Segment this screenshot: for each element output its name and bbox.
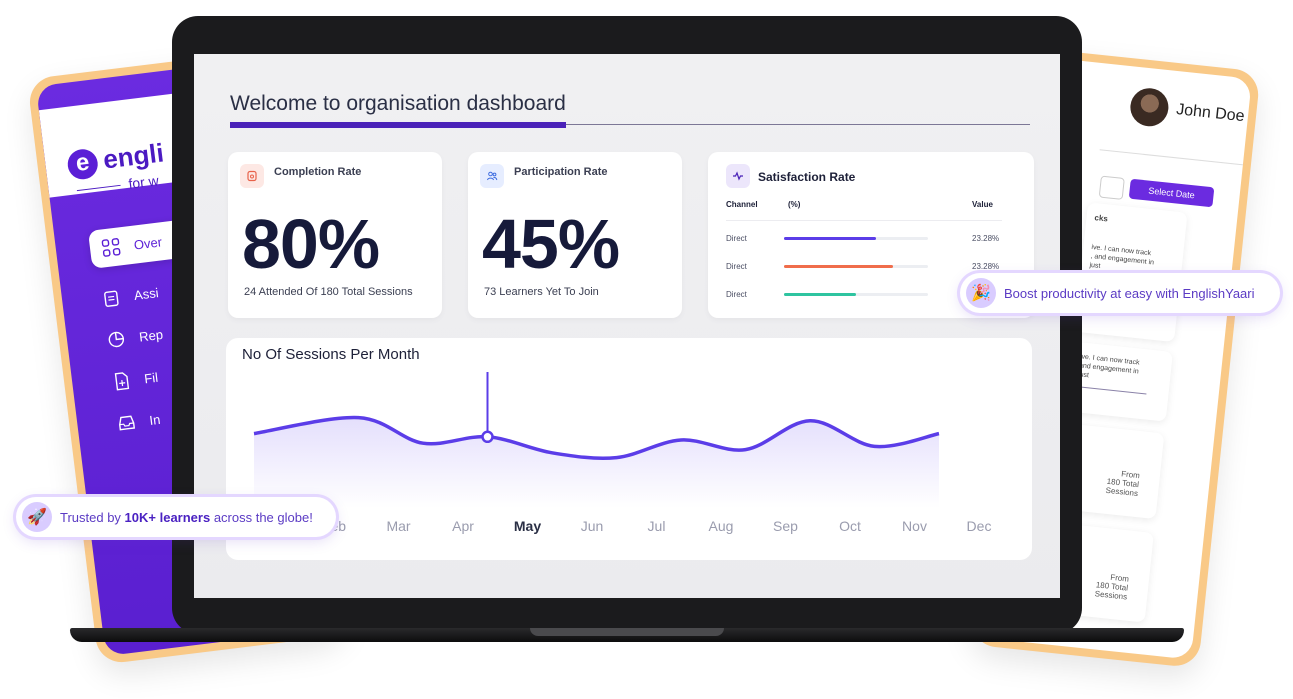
laptop-notch bbox=[530, 628, 724, 636]
sidebar-item-inbox[interactable]: In bbox=[115, 381, 318, 443]
x-axis-label-mar: Mar bbox=[386, 518, 411, 534]
clipboard-icon bbox=[104, 290, 119, 307]
sidebar-item-label: Fil bbox=[143, 369, 159, 386]
card-title: Completion Rate bbox=[274, 166, 362, 178]
file-plus-icon bbox=[114, 372, 130, 391]
badge-suffix: across the globe! bbox=[210, 509, 313, 525]
sidebar-item-label: Rep bbox=[138, 326, 164, 345]
sessions-line-chart[interactable] bbox=[226, 338, 1032, 560]
pie-chart-icon bbox=[108, 331, 125, 348]
logo-divider bbox=[76, 184, 121, 192]
x-axis-label-oct: Oct bbox=[839, 518, 861, 534]
sidebar-item-overview[interactable]: Over bbox=[87, 205, 303, 269]
from-sessions-text: From 180 Total Sessions bbox=[1105, 469, 1141, 499]
grid-icon bbox=[101, 238, 121, 257]
sidebar-item-files[interactable]: Fil bbox=[110, 339, 313, 401]
badge-text: Boost productivity at easy with EnglishY… bbox=[1004, 285, 1255, 301]
logo-subtext: for w bbox=[127, 172, 160, 192]
participation-subtext: 73 Learners Yet To Join bbox=[484, 286, 599, 298]
column-header-value: Value bbox=[972, 200, 993, 209]
row-channel: Direct bbox=[726, 262, 747, 271]
row-channel: Direct bbox=[726, 290, 747, 299]
feedback-text: ive. I can now track , and engagement in… bbox=[1089, 243, 1155, 270]
sidebar-item-label: Over bbox=[132, 233, 163, 253]
x-axis-label-dec: Dec bbox=[966, 518, 992, 534]
sidebar-item-reports[interactable]: Rep bbox=[105, 297, 308, 359]
badge-prefix: Trusted by bbox=[60, 509, 125, 525]
sidebar-item-assignments[interactable]: Assi bbox=[100, 256, 303, 318]
username: John Doe bbox=[1175, 101, 1246, 126]
progress-track bbox=[784, 293, 928, 296]
satisfaction-rate-card[interactable]: Satisfaction Rate Channel (%) Value Dire… bbox=[708, 152, 1034, 318]
x-axis-label-jul: Jul bbox=[647, 518, 666, 534]
progress-track bbox=[784, 237, 928, 240]
x-axis-label-may: May bbox=[513, 518, 542, 534]
participation-rate-card[interactable]: Participation Rate 45% 73 Learners Yet T… bbox=[468, 152, 682, 318]
x-axis-label-nov: Nov bbox=[902, 518, 927, 534]
participation-icon-box bbox=[480, 164, 504, 188]
row-channel: Direct bbox=[726, 234, 747, 243]
rocket-icon: 🚀 bbox=[22, 502, 52, 532]
sidebar-item-label: Assi bbox=[133, 284, 160, 303]
page-title: Welcome to organisation dashboard bbox=[230, 92, 566, 115]
highlight-point[interactable] bbox=[481, 430, 494, 444]
badge-text: Trusted by 10K+ learners across the glob… bbox=[60, 510, 313, 525]
x-axis-label-sep: Sep bbox=[773, 518, 798, 534]
sessions-chart-card: No Of Sessions Per Month Feb Mar Apr May Jun… bbox=[226, 338, 1032, 560]
header-divider bbox=[726, 220, 1002, 221]
profile-divider bbox=[1099, 149, 1249, 166]
inbox-icon bbox=[119, 415, 136, 431]
feedback-panel: ive. I can now track and engagement in j… bbox=[1066, 341, 1173, 422]
logo-icon: e bbox=[66, 147, 100, 181]
column-header-percent: (%) bbox=[788, 200, 801, 209]
chart-area bbox=[254, 417, 939, 508]
users-icon bbox=[487, 171, 498, 181]
feedback-divider bbox=[1076, 386, 1147, 395]
pulse-icon bbox=[733, 171, 743, 181]
x-axis-label-aug: Aug bbox=[708, 518, 734, 534]
avatar[interactable] bbox=[1128, 86, 1171, 129]
x-axis-label-jun: Jun bbox=[580, 518, 604, 534]
badge-bold-text: 10K+ learners bbox=[124, 509, 211, 525]
dashboard-screen: Welcome to organisation dashboard Comple… bbox=[194, 54, 1060, 598]
completion-icon-box bbox=[240, 164, 264, 188]
chart-line bbox=[253, 415, 940, 461]
select-date-button[interactable]: Select Date bbox=[1128, 178, 1215, 208]
date-input[interactable] bbox=[1098, 175, 1125, 200]
progress-fill bbox=[784, 293, 856, 296]
card-title: Satisfaction Rate bbox=[758, 170, 856, 184]
card-title: Participation Rate bbox=[514, 166, 608, 178]
completion-subtext: 24 Attended Of 180 Total Sessions bbox=[244, 286, 413, 298]
column-header-channel: Channel bbox=[726, 200, 758, 209]
chart-title: No Of Sessions Per Month bbox=[242, 346, 420, 363]
completion-rate-card[interactable]: Completion Rate 80% 24 Attended Of 180 T… bbox=[228, 152, 442, 318]
progress-fill bbox=[784, 265, 894, 268]
logo-text: engli bbox=[101, 137, 166, 175]
participation-value: 45% bbox=[482, 205, 620, 283]
boost-productivity-badge: 🎉 Boost productivity at easy with Englis… bbox=[960, 273, 1280, 313]
trusted-learners-badge: 🚀 Trusted by 10K+ learners across the gl… bbox=[16, 497, 336, 537]
feedback-text: ive. I can now track and engagement in j… bbox=[1077, 353, 1140, 380]
progress-track bbox=[784, 265, 928, 268]
sidebar: e engli for w Over Assi bbox=[35, 57, 339, 657]
row-value: 23.28% bbox=[972, 234, 1000, 243]
party-popper-icon: 🎉 bbox=[966, 278, 996, 308]
from-sessions-text: From 180 Total Sessions bbox=[1094, 572, 1130, 602]
title-underline bbox=[230, 124, 1030, 125]
row-value: 23.28% bbox=[972, 262, 1000, 271]
feedback-heading: cks bbox=[1094, 213, 1109, 224]
completion-value: 80% bbox=[242, 205, 380, 283]
sidebar-card: e engli for w Over Assi bbox=[26, 48, 348, 666]
clipboard-icon bbox=[247, 170, 257, 182]
progress-fill bbox=[784, 237, 877, 240]
sidebar-item-label: In bbox=[148, 411, 162, 428]
x-axis-label-apr: Apr bbox=[452, 518, 474, 534]
title-accent-bar bbox=[230, 122, 566, 128]
satisfaction-icon-box bbox=[726, 164, 750, 188]
